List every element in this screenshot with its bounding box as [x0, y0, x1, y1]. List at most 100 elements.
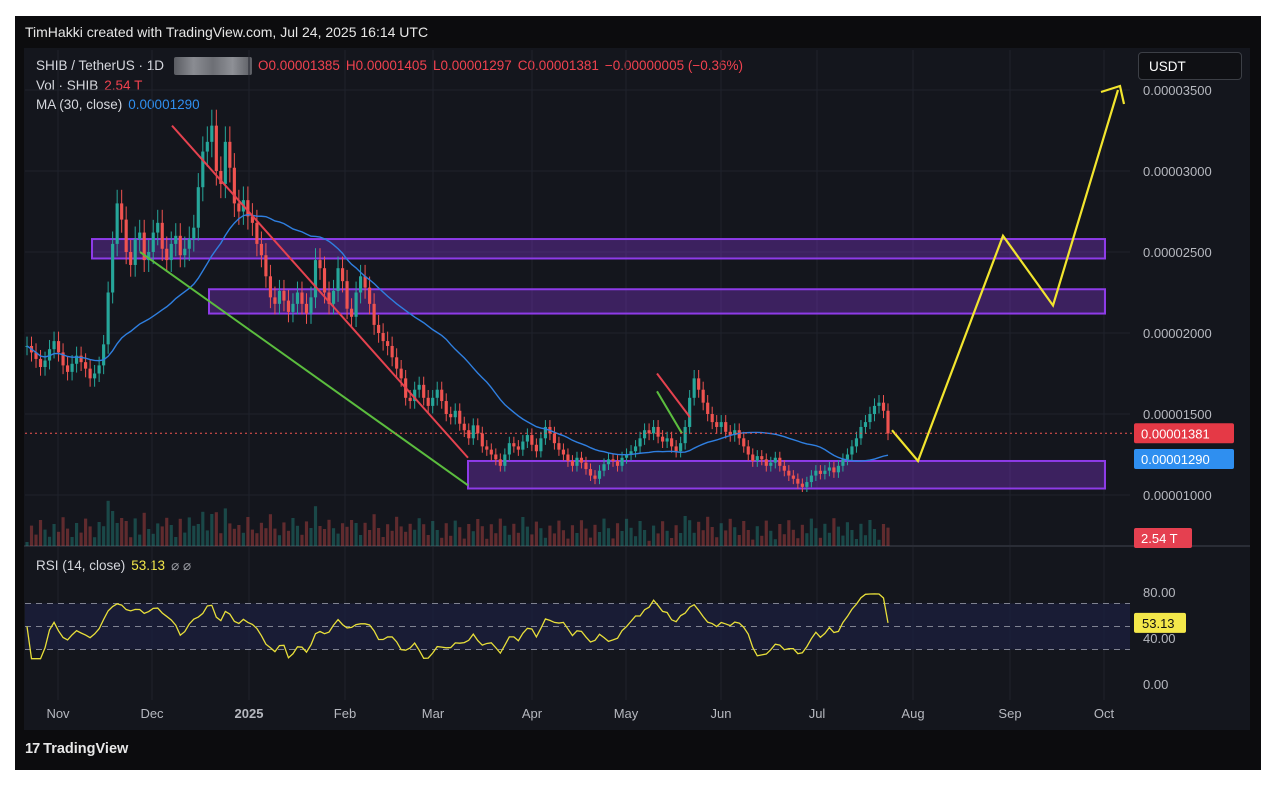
- candle-body[interactable]: [349, 308, 354, 317]
- candle-body[interactable]: [782, 465, 786, 471]
- candle-body[interactable]: [602, 464, 606, 471]
- candle-body[interactable]: [642, 430, 647, 439]
- candle-body[interactable]: [372, 303, 376, 325]
- candle-body[interactable]: [575, 457, 579, 466]
- candle-body[interactable]: [489, 449, 493, 455]
- candle-body[interactable]: [187, 239, 191, 249]
- candle-body[interactable]: [769, 462, 773, 466]
- candle-body[interactable]: [223, 141, 227, 184]
- candle-body[interactable]: [791, 475, 795, 479]
- candle-body[interactable]: [79, 355, 83, 363]
- candle-body[interactable]: [566, 454, 570, 461]
- candle-body[interactable]: [647, 430, 651, 434]
- candle-body[interactable]: [340, 268, 345, 282]
- candle-body[interactable]: [773, 457, 777, 463]
- candle-body[interactable]: [733, 430, 737, 436]
- candle-body[interactable]: [606, 459, 611, 465]
- candle-body[interactable]: [291, 303, 295, 312]
- ma-30-line[interactable]: [26, 213, 889, 462]
- rsi-line[interactable]: [26, 593, 889, 660]
- candle-body[interactable]: [624, 454, 629, 458]
- candle-body[interactable]: [255, 222, 259, 244]
- candle-body[interactable]: [138, 232, 142, 240]
- candle-body[interactable]: [661, 436, 665, 442]
- candle-body[interactable]: [633, 446, 638, 452]
- projection-path[interactable]: [891, 89, 1120, 464]
- candle-body[interactable]: [674, 446, 678, 452]
- candle-body[interactable]: [449, 414, 453, 418]
- candle-body[interactable]: [584, 462, 588, 470]
- candle-body[interactable]: [724, 422, 728, 432]
- candle-body[interactable]: [593, 475, 597, 479]
- candle-body[interactable]: [498, 459, 502, 466]
- candle-body[interactable]: [192, 227, 196, 240]
- candle-body[interactable]: [656, 426, 660, 437]
- candle-body[interactable]: [516, 446, 520, 450]
- candle-body[interactable]: [354, 292, 358, 317]
- candle-body[interactable]: [422, 384, 426, 398]
- candle-body[interactable]: [746, 446, 750, 455]
- candle-body[interactable]: [61, 352, 65, 366]
- candle-body[interactable]: [250, 216, 254, 223]
- descending-support-line[interactable]: [139, 251, 469, 487]
- volume-legend[interactable]: Vol · SHIB 2.54 T: [36, 78, 148, 93]
- candle-body[interactable]: [214, 125, 218, 171]
- candle-body[interactable]: [228, 141, 232, 168]
- candle-body[interactable]: [715, 422, 719, 427]
- resistance-zone-2[interactable]: [208, 288, 1106, 315]
- candle-body[interactable]: [525, 435, 529, 442]
- candle-body[interactable]: [778, 457, 782, 466]
- local-support-line[interactable]: [656, 390, 683, 434]
- candle-body[interactable]: [503, 454, 507, 466]
- candle-body[interactable]: [142, 232, 146, 261]
- candle-body[interactable]: [832, 467, 836, 473]
- candle-body[interactable]: [620, 457, 624, 466]
- candle-body[interactable]: [38, 358, 43, 368]
- candle-body[interactable]: [169, 243, 173, 261]
- local-resistance-line[interactable]: [656, 372, 691, 418]
- candle-body[interactable]: [507, 443, 511, 455]
- candle-body[interactable]: [160, 222, 164, 249]
- candle-body[interactable]: [399, 368, 403, 379]
- candle-body[interactable]: [386, 341, 390, 346]
- candle-body[interactable]: [268, 276, 273, 298]
- candle-body[interactable]: [629, 451, 633, 455]
- candle-body[interactable]: [413, 389, 417, 402]
- candle-body[interactable]: [327, 292, 331, 304]
- candle-body[interactable]: [300, 292, 304, 304]
- candle-body[interactable]: [304, 303, 309, 314]
- candle-body[interactable]: [494, 454, 498, 460]
- candle-body[interactable]: [836, 465, 840, 473]
- candle-body[interactable]: [286, 300, 291, 312]
- candle-body[interactable]: [692, 378, 696, 398]
- candle-body[interactable]: [359, 276, 363, 293]
- candle-body[interactable]: [363, 276, 367, 288]
- resistance-zone-3[interactable]: [467, 459, 1106, 490]
- resistance-zone-1[interactable]: [91, 238, 1106, 260]
- candle-body[interactable]: [147, 252, 151, 261]
- candle-body[interactable]: [408, 397, 412, 402]
- candle-body[interactable]: [232, 167, 236, 204]
- candle-body[interactable]: [579, 457, 584, 463]
- candle-body[interactable]: [390, 345, 394, 358]
- candle-body[interactable]: [597, 470, 602, 479]
- candle-body[interactable]: [710, 414, 714, 423]
- candle-body[interactable]: [615, 460, 620, 466]
- candle-body[interactable]: [814, 470, 818, 476]
- candle-body[interactable]: [259, 243, 263, 256]
- candle-body[interactable]: [683, 426, 687, 444]
- candle-body[interactable]: [877, 402, 881, 406]
- candle-body[interactable]: [417, 384, 421, 390]
- candle-body[interactable]: [34, 352, 38, 359]
- candle-body[interactable]: [886, 410, 890, 434]
- candle-body[interactable]: [97, 365, 101, 374]
- candle-body[interactable]: [102, 344, 106, 366]
- candle-body[interactable]: [751, 454, 755, 461]
- candle-body[interactable]: [395, 357, 399, 369]
- currency-selector[interactable]: USDT: [1138, 52, 1242, 80]
- candle-body[interactable]: [309, 297, 313, 314]
- candle-body[interactable]: [381, 333, 385, 342]
- candle-body[interactable]: [800, 483, 804, 487]
- candle-body[interactable]: [444, 401, 448, 414]
